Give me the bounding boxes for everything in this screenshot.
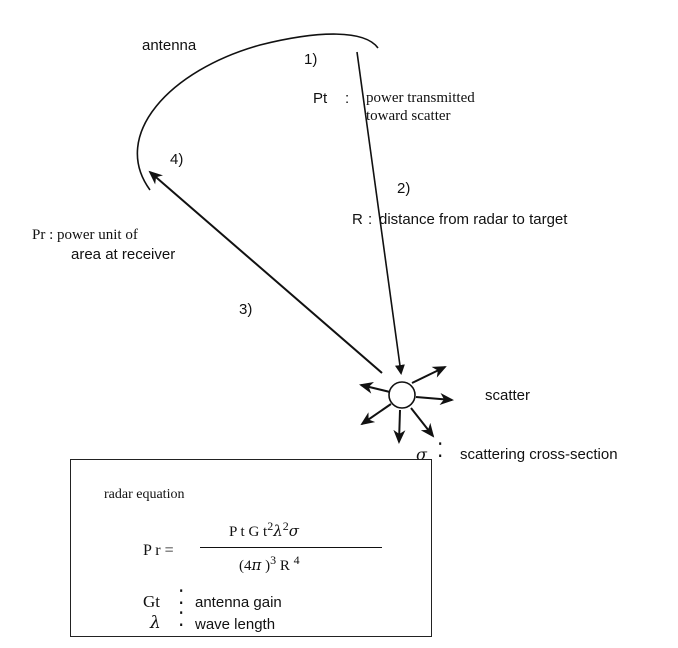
lambda-colon: ⁚: [178, 609, 185, 631]
numerator-sigma: σ: [288, 522, 299, 540]
equation-title: radar equation: [104, 487, 185, 502]
gt-symbol: Gt: [143, 592, 160, 611]
pr-description-line1: Pr : power unit of: [32, 227, 138, 243]
denominator-range: R: [276, 558, 294, 574]
scatter-label: scatter: [485, 387, 531, 404]
r-colon: :: [368, 211, 373, 228]
denominator-pi: π: [251, 556, 262, 574]
numerator-gain-exponent: 2: [267, 519, 274, 533]
pt-colon: :: [345, 90, 350, 107]
antenna-label: antenna: [142, 37, 197, 54]
scatter-direction-arrows-icon: [359, 366, 454, 444]
gt-description: antenna gain: [195, 594, 282, 611]
equation-numerator: P t G t2λ2σ: [229, 520, 299, 541]
numerator-lambda: λ: [273, 522, 283, 540]
sigma-colon: ⁚: [437, 440, 444, 462]
r-symbol: R: [352, 211, 363, 228]
denominator-close: ): [261, 558, 271, 574]
transmit-arrow: [356, 51, 405, 375]
scatter-circle-icon: [388, 381, 416, 409]
numerator-lambda-exponent: 2: [282, 519, 289, 533]
pt-description-line2: toward scatter: [366, 108, 451, 124]
denominator-range-exponent: 4: [293, 553, 300, 567]
r-description: distance from radar to target: [379, 211, 568, 228]
gt-colon: ⁚: [178, 587, 185, 609]
step-1-label: 1): [304, 51, 318, 68]
step-2-label: 2): [397, 180, 411, 197]
step-3-label: 3): [239, 301, 253, 318]
step-4-label: 4): [170, 151, 184, 168]
lambda-description: wave length: [195, 616, 276, 633]
pr-description-line2: area at receiver: [71, 246, 176, 263]
antenna-arc-icon: [136, 33, 379, 191]
sigma-symbol: σ: [416, 445, 427, 464]
pt-symbol: Pt: [313, 90, 328, 107]
radar-equation-box: radar equation P r = P t G t2λ2σ (4π )3 …: [70, 459, 432, 637]
equation-lhs: P r =: [143, 542, 174, 559]
numerator-power-gain: P t G t: [229, 524, 268, 540]
equation-denominator: (4π )3 R 4: [239, 554, 300, 575]
denominator-cube-exponent: 3: [270, 553, 277, 567]
denominator-open: (4: [239, 558, 252, 574]
return-arrow: [148, 170, 383, 374]
fraction-bar: [200, 547, 382, 548]
lambda-symbol: λ: [150, 613, 161, 633]
sigma-description: scattering cross-section: [460, 446, 618, 463]
pt-description-line1: power transmitted: [366, 90, 475, 106]
